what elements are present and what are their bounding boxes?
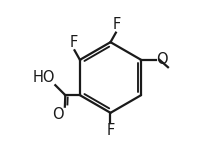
- Text: F: F: [70, 35, 78, 50]
- Text: O: O: [52, 107, 63, 122]
- Text: HO: HO: [32, 70, 55, 85]
- Text: F: F: [106, 123, 115, 138]
- Text: F: F: [112, 17, 121, 32]
- Text: O: O: [156, 52, 168, 67]
